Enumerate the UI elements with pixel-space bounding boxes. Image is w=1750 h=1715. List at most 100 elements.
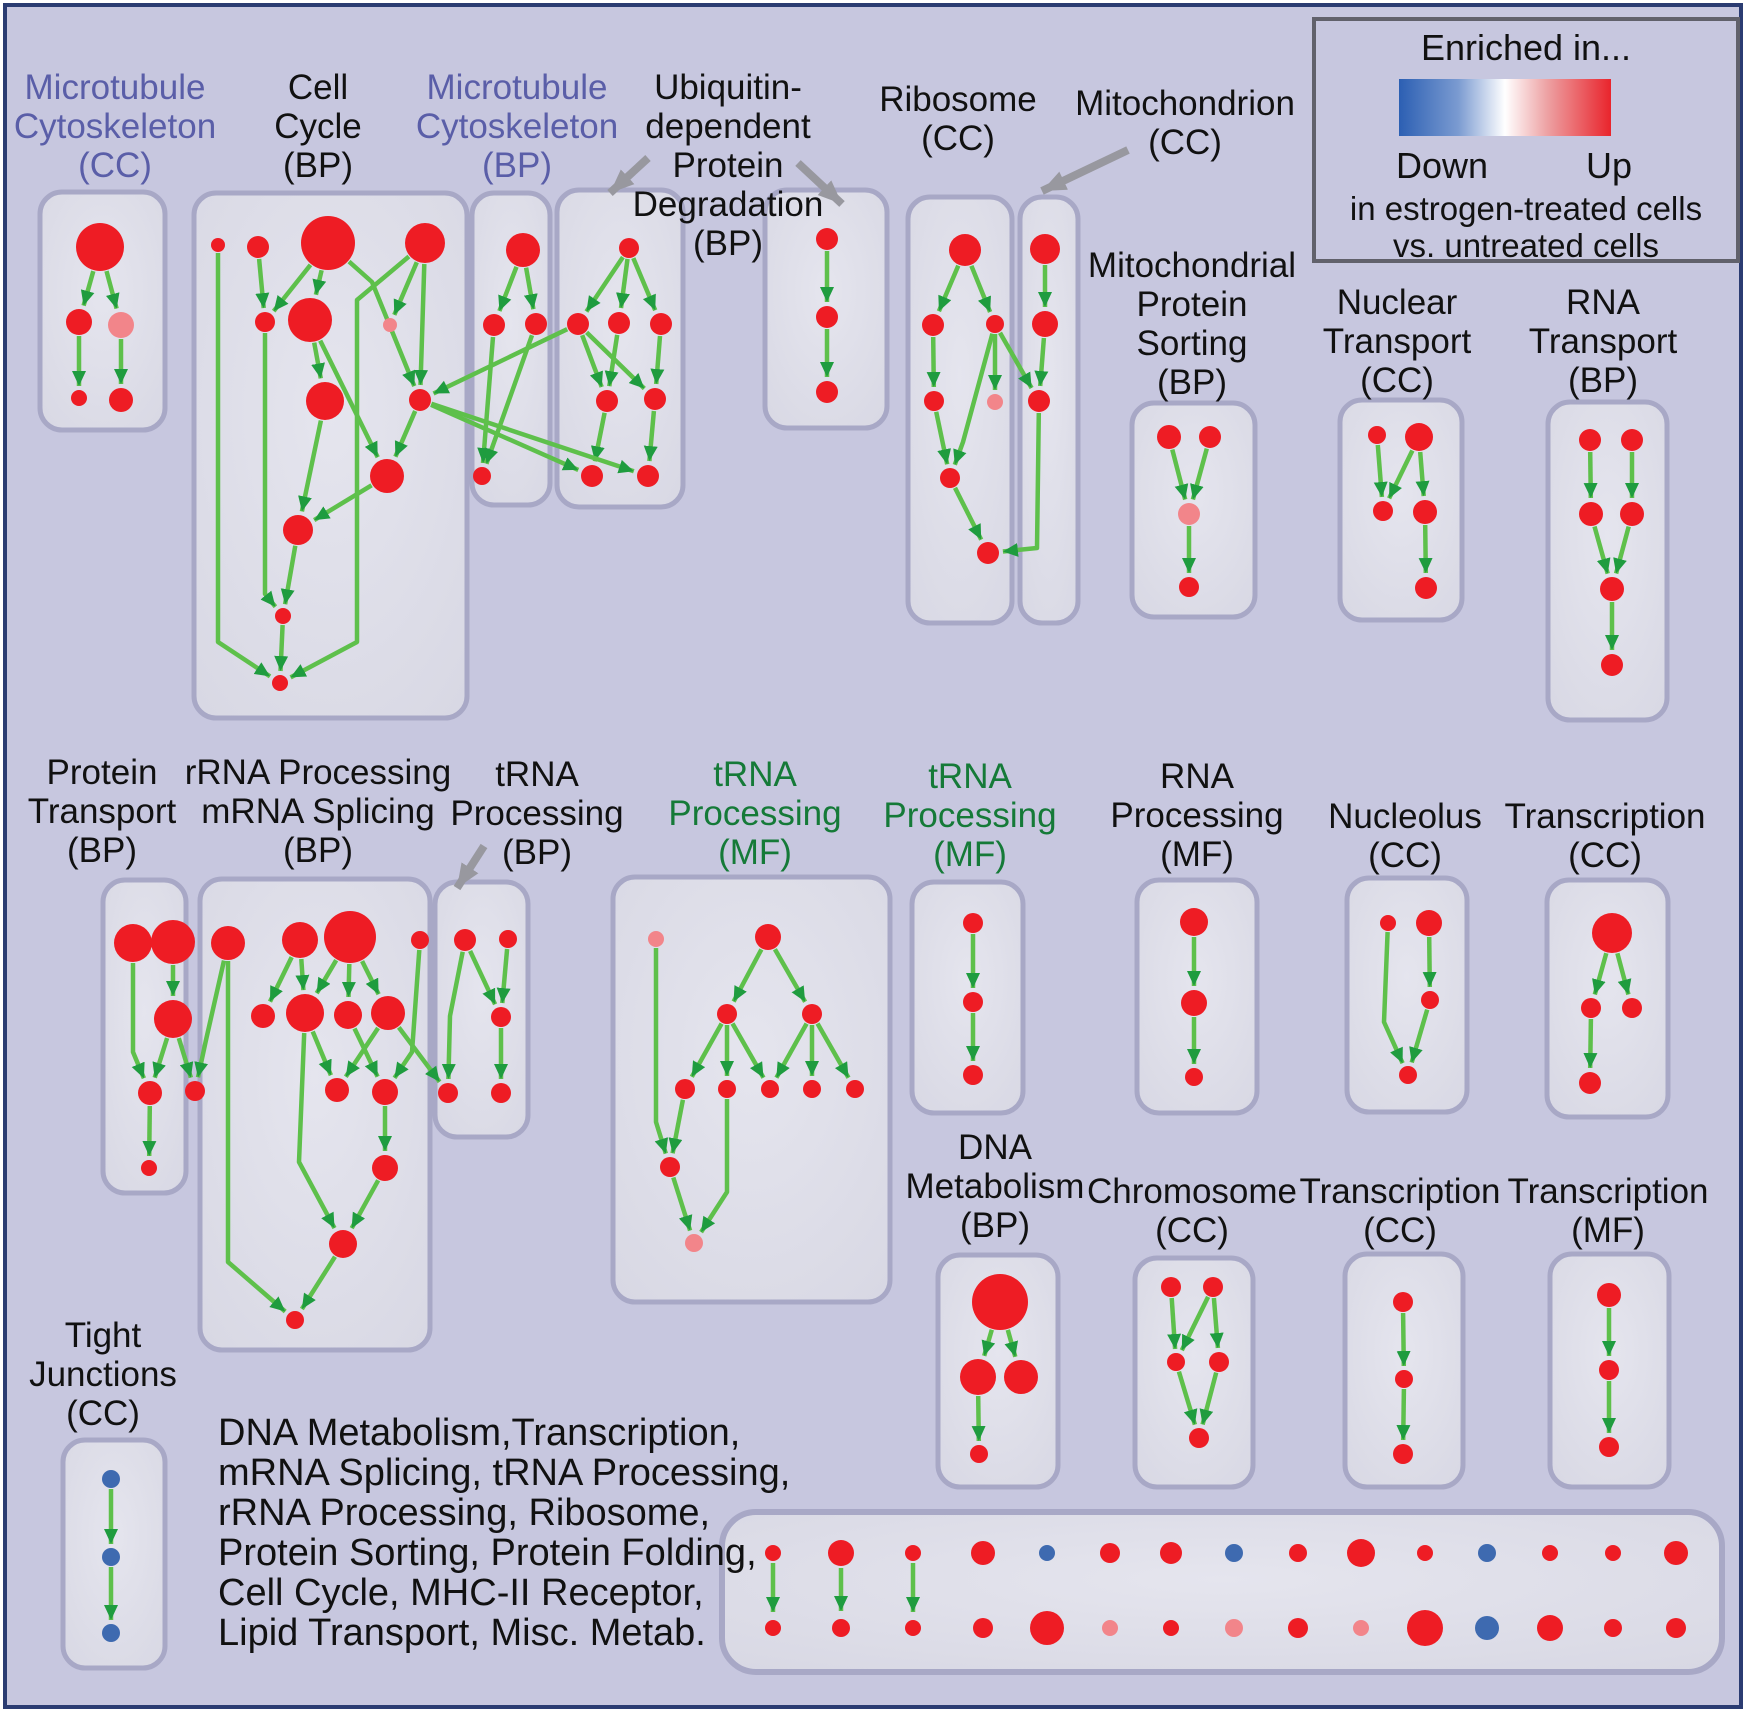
go-term-node: [581, 465, 603, 487]
go-term-node: [1664, 1541, 1688, 1565]
go-term-node: [761, 1080, 779, 1098]
edge-arrow: [936, 264, 961, 313]
go-term-node: [1373, 501, 1393, 521]
go-term-node: [924, 391, 944, 411]
go-term-node: [1181, 990, 1207, 1016]
go-term-node: [1167, 1353, 1185, 1371]
go-term-node: [1600, 577, 1624, 601]
edge-arrow: [1381, 931, 1405, 1065]
go-term-node: [151, 920, 195, 964]
go-term-node: [282, 922, 318, 958]
go-term-node: [102, 1548, 120, 1566]
go-term-node: [596, 390, 618, 412]
edge-arrow: [1396, 1388, 1411, 1441]
go-term-node: [324, 911, 376, 963]
label-pointer-icon: [1040, 146, 1130, 195]
go-term-node: [832, 1619, 850, 1637]
go-term-node: [650, 313, 672, 335]
go-term-node: [963, 992, 983, 1012]
go-term-node: [272, 675, 288, 691]
go-term-node: [1601, 654, 1623, 676]
go-term-node: [816, 381, 838, 403]
go-term-node: [1353, 1620, 1369, 1636]
go-term-node: [986, 315, 1004, 333]
edge-arrow: [176, 1037, 194, 1079]
edge-arrow: [1170, 449, 1189, 501]
go-term-node: [1100, 1543, 1120, 1563]
go-term-node: [1102, 1620, 1118, 1636]
go-term-node: [1032, 311, 1058, 337]
go-term-node: [1666, 1618, 1686, 1638]
go-term-node: [940, 468, 960, 488]
legend-subtitle-2: vs. untreated cells: [1393, 227, 1659, 264]
go-term-node: [803, 1080, 821, 1098]
edge-arrow: [314, 959, 339, 995]
go-term-node: [648, 931, 664, 947]
go-term-node: [973, 1618, 993, 1638]
go-term-node: [1604, 1619, 1622, 1637]
go-term-node: [185, 1081, 205, 1101]
go-term-node: [141, 1160, 157, 1176]
edge-arrow: [310, 1030, 333, 1077]
go-term-node: [1185, 1068, 1203, 1086]
edge-arrow: [689, 1022, 724, 1078]
go-term-node: [972, 1274, 1028, 1330]
legend-subtitle-1: in estrogen-treated cells: [1349, 190, 1703, 227]
go-term-node: [525, 313, 547, 335]
edge-arrow: [312, 269, 327, 296]
edge-arrow: [430, 402, 580, 472]
go-term-node: [1581, 998, 1601, 1018]
cluster-box-mitochondrion: [1017, 194, 1081, 626]
cluster-box-nuclear-transport: [1337, 397, 1465, 623]
go-term-node: [499, 930, 517, 948]
summary-panel-box: [719, 1509, 1725, 1675]
edge-arrow: [1199, 1372, 1219, 1426]
edge-arrow: [311, 342, 325, 379]
edge-arrow: [933, 411, 951, 465]
edge-arrow: [130, 963, 146, 1080]
go-term-node: [765, 1620, 781, 1636]
cluster-box-transcription-cc-mid: [1544, 877, 1671, 1120]
edge-arrow: [343, 1026, 380, 1078]
go-term-node: [211, 926, 245, 960]
edge-arrow: [397, 1026, 442, 1084]
edge-arrow: [1583, 451, 1598, 499]
go-term-node: [1039, 1545, 1055, 1561]
edge-arrow: [668, 1099, 686, 1154]
edge-arrow: [484, 334, 535, 465]
edge-arrow: [267, 956, 294, 1003]
go-term-node: [211, 238, 225, 252]
edge-arrow: [971, 1395, 986, 1442]
go-term-node: [1475, 1616, 1499, 1640]
go-term-node: [685, 1234, 703, 1252]
edge-arrow: [523, 267, 538, 310]
go-term-node: [1579, 429, 1601, 451]
edge-arrow: [1179, 1295, 1211, 1352]
cluster-box-trna-processing-mf-big: [610, 874, 893, 1305]
go-term-node: [372, 1155, 398, 1181]
go-term-node: [383, 318, 397, 332]
go-term-node: [905, 1545, 921, 1561]
go-term-node: [977, 542, 999, 564]
edge-arrow: [952, 333, 995, 466]
legend: Enriched in... Down Up in estrogen-treat…: [1312, 17, 1740, 264]
cluster-box-rrna-processing-mrna-splicing: [197, 876, 433, 1353]
go-term-node: [491, 1007, 511, 1027]
go-term-node: [765, 1545, 781, 1561]
edge-arrow: [981, 1329, 996, 1357]
go-term-node: [619, 238, 639, 258]
go-term-node: [1163, 1620, 1179, 1636]
go-term-node: [288, 298, 332, 342]
cluster-box-nucleolus: [1344, 875, 1470, 1115]
edge-arrow: [274, 624, 289, 672]
go-term-node: [1380, 915, 1396, 931]
go-term-node: [286, 994, 324, 1032]
edge-arrow: [1002, 412, 1042, 557]
edge-arrow: [313, 483, 373, 523]
edge-arrow: [497, 265, 519, 312]
cluster-box-chromosome: [1132, 1255, 1256, 1490]
edge-arrow: [392, 261, 419, 316]
go-term-node: [1004, 1360, 1038, 1394]
